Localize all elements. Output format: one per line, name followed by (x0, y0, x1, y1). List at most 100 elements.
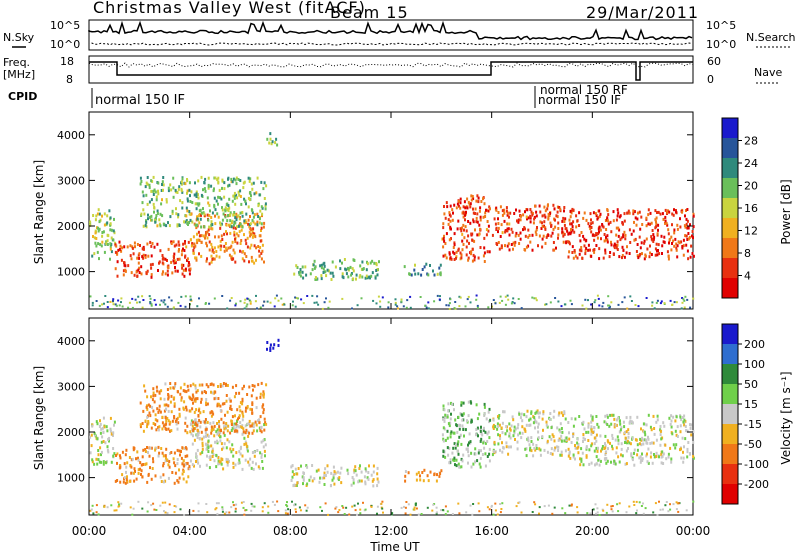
heatmap-cell (638, 442, 641, 446)
heatmap-cell (144, 254, 147, 258)
heatmap-cell (641, 459, 644, 462)
heatmap-cell (443, 416, 446, 420)
heatmap-cell (178, 257, 181, 261)
heatmap-cell (233, 427, 236, 431)
heatmap-cell (245, 509, 248, 511)
heatmap-cell (443, 419, 446, 423)
heatmap-cell (677, 502, 680, 505)
heatmap-cell (442, 404, 445, 408)
heatmap-cell (142, 448, 145, 452)
heatmap-cell (476, 307, 479, 309)
heatmap-cell (501, 299, 504, 302)
heatmap-cell (615, 418, 618, 422)
heatmap-cell (216, 441, 219, 445)
heatmap-cell (609, 251, 612, 254)
heatmap-cell (221, 402, 224, 406)
heatmap-cell (248, 463, 251, 467)
heatmap-cell (210, 254, 213, 258)
heatmap-cell (522, 213, 525, 217)
heatmap-cell (529, 208, 532, 211)
heatmap-cell (381, 500, 384, 503)
heatmap-cell (656, 211, 658, 214)
heatmap-cell (185, 405, 188, 409)
heatmap-cell (114, 303, 117, 306)
heatmap-cell (144, 462, 147, 466)
power-panel-frame (88, 111, 694, 310)
heatmap-cell (463, 434, 465, 438)
heatmap-cell (572, 455, 575, 459)
heatmap-cell (542, 410, 545, 414)
heatmap-cell (500, 426, 503, 430)
y-tick-label: 4000 (57, 335, 85, 348)
heatmap-cell (262, 411, 265, 415)
heatmap-cell (676, 425, 679, 429)
heatmap-cell (557, 221, 560, 225)
heatmap-cell (138, 252, 141, 256)
heatmap-cell (692, 455, 695, 458)
heatmap-cell (178, 248, 180, 251)
heatmap-cell (409, 306, 412, 309)
heatmap-cell (203, 390, 206, 393)
heatmap-cell (150, 218, 153, 222)
heatmap-cell (131, 513, 134, 516)
heatmap-cell (370, 473, 373, 477)
heatmap-cell (193, 427, 196, 430)
heatmap-cell (657, 210, 660, 214)
heatmap-cell (579, 457, 581, 461)
heatmap-cell (189, 430, 192, 434)
heatmap-cell (672, 239, 675, 243)
heatmap-cell (126, 245, 129, 249)
heatmap-cell (253, 192, 256, 196)
heatmap-cell (465, 210, 467, 214)
heatmap-cell (657, 243, 660, 247)
heatmap-cell (483, 446, 486, 450)
heatmap-cell (482, 197, 484, 201)
heatmap-cell (174, 269, 177, 273)
heatmap-cell (213, 203, 216, 207)
heatmap-cell (534, 411, 537, 415)
heatmap-cell (554, 297, 557, 299)
heatmap-cell (201, 391, 204, 395)
heatmap-cell (294, 305, 297, 308)
heatmap-cell (320, 277, 323, 281)
heatmap-cell (521, 425, 524, 429)
heatmap-cell (686, 447, 689, 451)
heatmap-cell (541, 221, 543, 225)
heatmap-cell (127, 306, 130, 309)
heatmap-cell (365, 274, 368, 278)
heatmap-cell (400, 300, 403, 303)
heatmap-cell (561, 507, 564, 510)
heatmap-cell (616, 503, 619, 506)
heatmap-cell (458, 427, 461, 431)
heatmap-cell (180, 295, 183, 298)
heatmap-cell (660, 437, 663, 441)
heatmap-cell (544, 303, 546, 306)
heatmap-cell (192, 382, 195, 386)
heatmap-cell (456, 202, 459, 206)
heatmap-cell (160, 447, 163, 450)
heatmap-cell (501, 209, 504, 213)
heatmap-cell (684, 425, 687, 428)
heatmap-cell (687, 441, 690, 444)
heatmap-cell (188, 210, 191, 213)
heatmap-cell (201, 450, 204, 454)
heatmap-cell (262, 395, 265, 399)
heatmap-cell (258, 254, 261, 258)
heatmap-cell (508, 233, 511, 237)
heatmap-cell (567, 454, 570, 458)
heatmap-cell (293, 483, 296, 487)
heatmap-cell (250, 394, 253, 398)
heatmap-cell (168, 503, 171, 506)
heatmap-cell (230, 180, 233, 184)
heatmap-cell (260, 229, 262, 232)
colorbar-segment (722, 198, 738, 219)
heatmap-cell (218, 433, 221, 437)
heatmap-cell (187, 261, 190, 264)
heatmap-cell (369, 261, 372, 265)
heatmap-cell (217, 431, 220, 435)
heatmap-cell (166, 273, 169, 277)
heatmap-cell (102, 416, 105, 420)
heatmap-cell (547, 217, 550, 221)
heatmap-cell (483, 202, 486, 206)
heatmap-cell (447, 402, 450, 406)
